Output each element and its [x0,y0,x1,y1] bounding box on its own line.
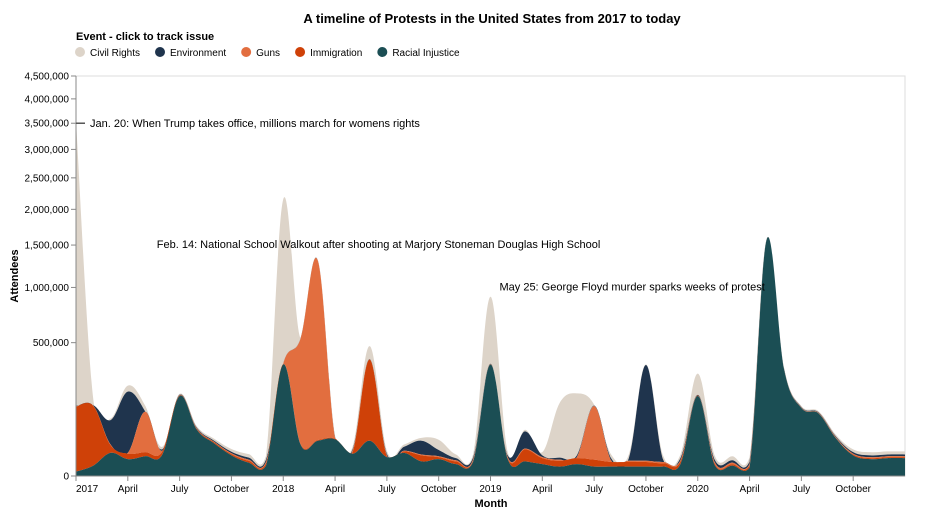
legend-swatch [241,47,252,57]
legend-item-racial-injustice[interactable]: Racial Injustice [377,47,460,59]
plot-area [75,75,906,477]
y-tick-label: 1,500,000 [25,241,70,252]
annotations: Jan. 20: When Trump takes office, millio… [76,118,765,293]
x-tick-label: 2020 [687,484,710,495]
legend-label: Civil Rights [90,48,140,59]
y-tick-label: 500,000 [33,338,70,349]
legend: Civil Rights Environment Guns Immigration Ra… [75,47,460,59]
legend-swatch [75,47,85,57]
legend-item-immigration[interactable]: Immigration [295,47,362,59]
x-tick-label: April [740,484,760,495]
legend-title: Event - click to track issue [76,31,214,43]
x-tick-label: 2018 [272,484,295,495]
legend-item-guns[interactable]: Guns [241,47,280,59]
x-tick-label: 2017 [76,484,99,495]
y-tick-label: 4,500,000 [25,72,70,83]
legend-label: Immigration [310,48,362,59]
y-tick-label: 3,000,000 [25,145,70,156]
legend-label: Racial Injustice [392,48,460,59]
legend-item-environment[interactable]: Environment [155,47,226,59]
y-tick-label: 4,000,000 [25,94,70,105]
x-tick-label: July [378,484,396,495]
legend-item-civil-rights[interactable]: Civil Rights [75,47,140,59]
x-tick-label: April [118,484,138,495]
annotation-george-floyd: May 25: George Floyd murder sparks weeks… [499,281,764,293]
x-tick-label: October [421,484,457,495]
area-racial-injustice[interactable] [76,237,905,476]
legend-swatch [377,47,388,57]
x-tick-label: July [171,484,189,495]
area-civil-rights[interactable] [76,121,905,470]
y-tick-label: 2,500,000 [25,173,70,184]
legend-label: Environment [170,48,226,59]
x-tick-label: April [325,484,345,495]
annotation-school-walkout: Feb. 14: National School Walkout after s… [157,239,601,251]
y-tick-label: 0 [63,472,69,483]
y-tick-label: 2,000,000 [25,205,70,216]
x-axis-title: Month [475,498,508,510]
x-axis: 2017 April July October 2018 April July October… [75,475,905,495]
chart-title: A timeline of Protests in the United Sta… [303,11,681,26]
y-tick-label: 1,000,000 [25,283,70,294]
x-tick-label: 2019 [479,484,502,495]
x-tick-label: October [214,484,250,495]
x-tick-label: July [792,484,810,495]
annotation-womens-march: Jan. 20: When Trump takes office, millio… [90,118,420,130]
x-tick-label: October [628,484,664,495]
x-tick-label: July [585,484,603,495]
legend-swatch [155,47,166,57]
legend-swatch [295,47,306,57]
y-axis: 0 500,000 1,000,000 1,500,000 2,000,000 2,500… [25,72,77,483]
legend-label: Guns [256,48,280,59]
y-axis-title: Attendees [9,249,21,302]
x-tick-label: April [532,484,552,495]
x-tick-label: October [835,484,871,495]
y-tick-label: 3,500,000 [25,119,70,130]
